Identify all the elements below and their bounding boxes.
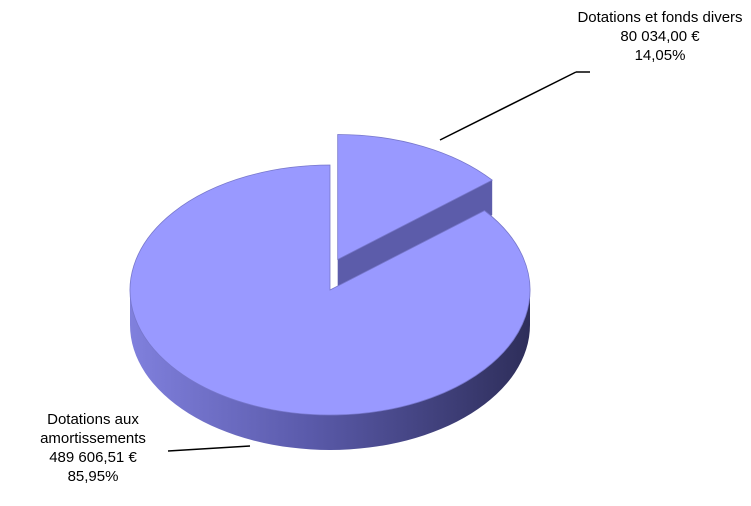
leader-line [167, 445, 251, 452]
percent-label: 85,95% [67, 468, 119, 485]
value-label: 489 606,51 € [49, 449, 137, 466]
slice-side [130, 290, 530, 450]
slice-label: Dotations aux amortissements 489 606,51 … [18, 410, 168, 486]
category-label: Dotations aux amortissements [40, 411, 146, 447]
value-label: 80 034,00 € [620, 28, 700, 45]
category-label: Dotations et fonds divers [577, 9, 743, 26]
leader-line [439, 71, 577, 141]
slice-label: Dotations et fonds divers 80 034,00 € 14… [575, 8, 745, 65]
slice [337, 134, 493, 261]
slice [129, 164, 531, 416]
percent-label: 14,05% [634, 47, 686, 64]
